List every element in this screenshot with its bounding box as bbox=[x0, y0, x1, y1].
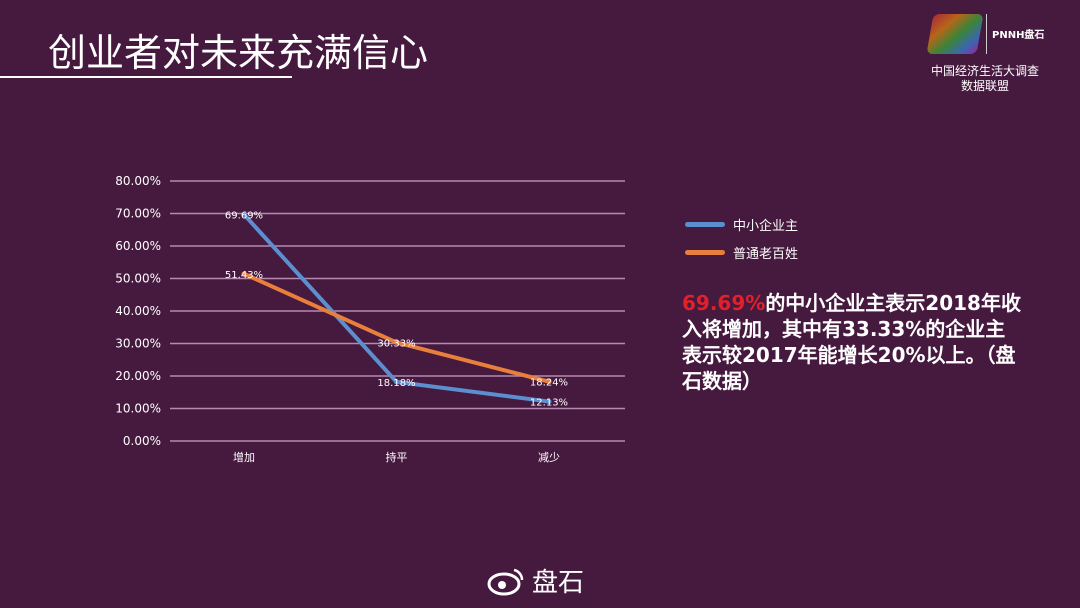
data-point bbox=[394, 379, 399, 385]
y-tick-label: 50.00% bbox=[115, 272, 161, 286]
legend-swatch bbox=[685, 250, 725, 255]
watermark-text: 盘石 bbox=[532, 568, 585, 598]
weibo-icon bbox=[487, 568, 524, 595]
x-tick-label: 增加 bbox=[233, 450, 255, 464]
y-tick-label: 60.00% bbox=[115, 239, 161, 253]
y-tick-label: 80.00% bbox=[115, 174, 161, 188]
logo-line2: 数据联盟 bbox=[960, 79, 1009, 93]
logo-line1: 中国经济生活大调查 bbox=[930, 64, 1039, 78]
series-line-0 bbox=[242, 213, 550, 404]
data-label: 30.33% bbox=[377, 338, 415, 349]
logo: PNNH盘石 中国经济生活大调查 数据联盟 bbox=[926, 12, 1070, 93]
data-point bbox=[241, 271, 247, 277]
watermark: 盘石 bbox=[486, 562, 584, 599]
data-point bbox=[546, 399, 552, 405]
data-point bbox=[394, 339, 399, 345]
data-point bbox=[546, 379, 552, 385]
data-label: 18.18% bbox=[377, 378, 415, 389]
y-tick-label: 70.00% bbox=[115, 207, 161, 221]
legend-item-0: 中小企业主 bbox=[685, 215, 798, 234]
legend-label: 中小企业主 bbox=[733, 219, 799, 234]
page-title: 创业者对未来充满信心 bbox=[48, 31, 429, 75]
legend-item-1: 普通老百姓 bbox=[685, 243, 798, 262]
summary-note: 69.69%的中小企业主表示2018年收入将增加，其中有33.33%的企业主表示… bbox=[682, 290, 1022, 394]
legend-label: 普通老百姓 bbox=[733, 247, 799, 262]
data-label: 51.43% bbox=[225, 270, 263, 281]
y-tick-label: 10.00% bbox=[115, 402, 161, 416]
logo-brand: PNNH盘石 bbox=[992, 30, 1045, 41]
data-label: 12.13% bbox=[530, 398, 568, 409]
x-tick-label: 减少 bbox=[538, 451, 560, 464]
series-line-1 bbox=[243, 272, 550, 384]
x-tick-label: 持平 bbox=[386, 450, 408, 464]
note-text: 的中小企业主表示2018年收入将增加，其中有33.33%的企业主表示较2017年… bbox=[682, 291, 1021, 393]
y-tick-label: 40.00% bbox=[115, 304, 161, 318]
title-underline bbox=[0, 76, 292, 78]
logo-subtitle: 中国经济生活大调查 数据联盟 bbox=[922, 64, 1048, 94]
legend-swatch bbox=[685, 222, 725, 227]
y-tick-label: 0.00% bbox=[123, 434, 161, 448]
data-point bbox=[241, 212, 247, 218]
data-label: 69.69% bbox=[225, 211, 263, 222]
y-tick-label: 20.00% bbox=[115, 369, 161, 383]
data-label: 18.24% bbox=[530, 378, 568, 389]
logo-divider bbox=[986, 14, 987, 54]
note-highlight: 69.69% bbox=[682, 291, 766, 315]
y-tick-label: 30.00% bbox=[115, 337, 161, 351]
